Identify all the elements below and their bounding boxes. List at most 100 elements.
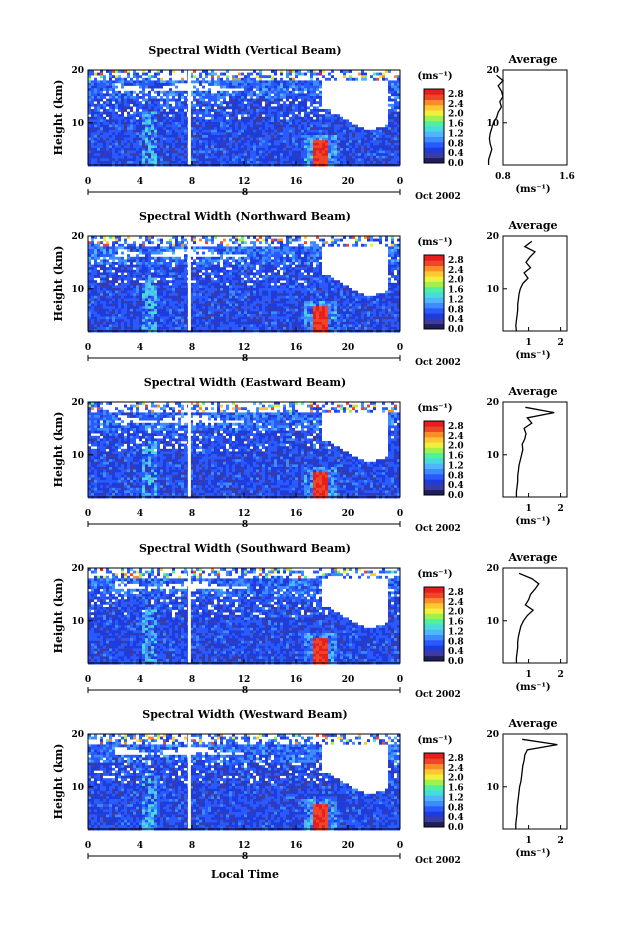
day-label: 8: [242, 686, 248, 696]
colorbar-swatch: [424, 421, 444, 427]
colorbar-swatch: [424, 292, 444, 298]
colorbar-tick-label: 2.8: [448, 754, 464, 764]
data-gap: [187, 568, 191, 663]
colorbar-swatch: [424, 816, 444, 823]
y-tick-label: 10: [71, 783, 84, 793]
avg-x-tick-label: 2: [557, 504, 563, 514]
colorbar-swatch: [424, 795, 444, 801]
x-tick-label: 12: [238, 841, 251, 851]
colorbar-swatch: [424, 602, 444, 609]
colorbar-swatch: [424, 779, 444, 786]
x-tick-label: 0: [397, 675, 403, 685]
colorbar-swatch: [424, 758, 444, 764]
colorbar-swatch: [424, 613, 444, 620]
colorbar-unit: (ms⁻¹): [417, 237, 452, 248]
colorbar-swatch: [424, 645, 444, 651]
average-title: Average: [507, 53, 557, 66]
colorbar-swatch: [424, 270, 444, 277]
average-line: [515, 572, 540, 663]
x-tick-label: 20: [342, 509, 355, 519]
date-label: Oct 2002: [415, 856, 461, 866]
average-title: Average: [507, 385, 557, 398]
colorbar-tick-label: 1.6: [448, 618, 464, 628]
colorbar-swatch: [424, 281, 444, 288]
x-tick-label: 16: [290, 177, 303, 187]
colorbar-tick-label: 2.0: [448, 442, 464, 452]
colorbar-swatch: [424, 587, 444, 593]
colorbar-unit: (ms⁻¹): [417, 569, 452, 580]
colorbar-swatch: [424, 431, 444, 438]
avg-x-tick-label: 2: [557, 338, 563, 348]
colorbar-swatch: [424, 639, 444, 646]
y-tick-label: 10: [71, 617, 84, 627]
x-tick-label: 0: [397, 841, 403, 851]
colorbar-swatch: [424, 297, 444, 303]
x-tick-label: 8: [189, 841, 195, 851]
avg-x-tick-label: 1: [525, 836, 531, 846]
colorbar-tick-label: 2.8: [448, 90, 464, 100]
avg-y-tick-label: 10: [486, 783, 499, 793]
colorbar-unit: (ms⁻¹): [417, 403, 452, 414]
colorbar-tick-label: 1.6: [448, 286, 464, 296]
x-tick-label: 4: [137, 509, 143, 519]
colorbar-swatch: [424, 473, 444, 480]
avg-x-tick-label: 2: [557, 836, 563, 846]
heatmap-cells: [88, 236, 400, 333]
colorbar-swatch: [424, 147, 444, 153]
y-tick-label: 20: [71, 232, 84, 242]
avg-y-tick-label: 10: [486, 119, 499, 129]
colorbar-swatch: [424, 597, 444, 604]
colorbar-frame: [423, 88, 445, 164]
y-tick-label: 20: [71, 66, 84, 76]
y-tick-label: 10: [71, 451, 84, 461]
colorbar-swatch: [424, 136, 444, 143]
avg-x-tick-label: 1: [525, 504, 531, 514]
y-tick-label: 20: [71, 730, 84, 740]
average-line: [515, 406, 555, 497]
average-frame: [502, 235, 568, 332]
x-tick-label: 12: [238, 509, 251, 519]
avg-y-tick-label: 20: [486, 730, 499, 740]
average-line: [515, 738, 558, 829]
panel-4: Spectral Width (Southward Beam)2010Heigh…: [52, 542, 568, 700]
day-label: 8: [242, 354, 248, 364]
x-tick-label: 16: [290, 343, 303, 353]
average-title: Average: [507, 219, 557, 232]
average-line: [487, 74, 504, 165]
average-xlabel: (ms⁻¹): [515, 848, 550, 859]
data-gap: [187, 734, 191, 829]
colorbar-tick-label: 0.4: [448, 481, 464, 491]
colorbar-unit: (ms⁻¹): [417, 71, 452, 82]
date-label: Oct 2002: [415, 358, 461, 368]
colorbar-swatch: [424, 260, 444, 266]
y-tick-label: 20: [71, 398, 84, 408]
y-tick-label: 10: [71, 285, 84, 295]
colorbar-tick-label: 0.0: [448, 823, 464, 833]
x-tick-label: 4: [137, 841, 143, 851]
date-label: Oct 2002: [415, 524, 461, 534]
colorbar-swatch: [424, 94, 444, 100]
panel-title: Spectral Width (Vertical Beam): [148, 44, 341, 57]
avg-x-tick-label: 2: [557, 670, 563, 680]
x-tick-label: 4: [137, 675, 143, 685]
colorbar-tick-label: 2.4: [448, 432, 464, 442]
colorbar-swatch: [424, 811, 444, 817]
colorbar-tick-label: 0.8: [448, 803, 464, 813]
colorbar-swatch: [424, 629, 444, 635]
x-tick-label: 8: [189, 177, 195, 187]
colorbar-swatch: [424, 442, 444, 448]
colorbar-tick-label: 1.2: [448, 627, 464, 637]
x-tick-label: 8: [189, 343, 195, 353]
colorbar-swatch: [424, 255, 444, 261]
colorbar-swatch: [424, 790, 444, 796]
colorbar-swatch: [424, 302, 444, 309]
colorbar-swatch: [424, 479, 444, 485]
heatmap-cells: [88, 402, 400, 499]
data-gap: [187, 402, 191, 497]
colorbar-swatch: [424, 307, 444, 314]
x-tick-label: 4: [137, 177, 143, 187]
colorbar-tick-label: 2.0: [448, 774, 464, 784]
colorbar-tick-label: 0.4: [448, 813, 464, 823]
average-frame: [502, 69, 568, 166]
